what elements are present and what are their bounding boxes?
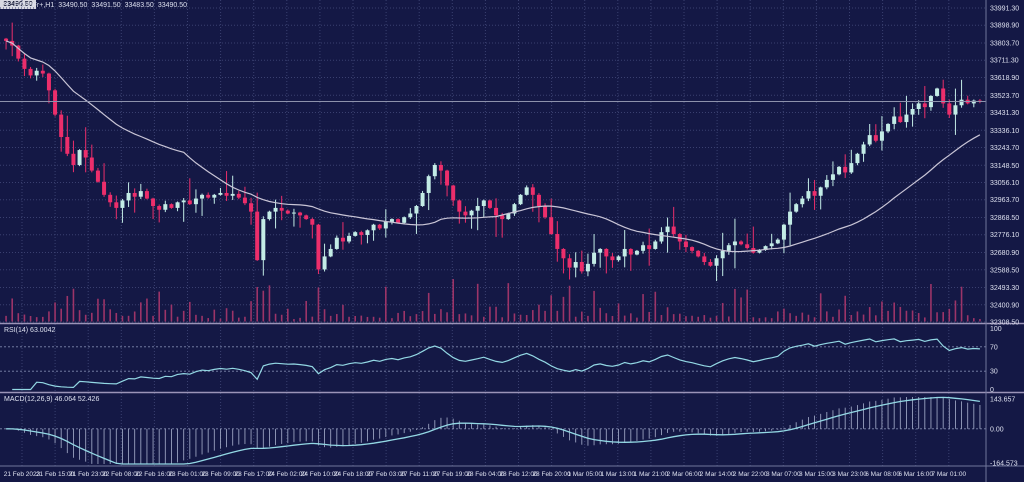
macd-axis-label: 143.657 [990,397,1015,404]
time-axis-label: 24 Feb 10:00 [301,471,340,478]
time-axis-label: 23 Feb 01:00 [168,471,207,478]
price-axis-label: 33336.10 [990,128,1019,135]
ohlc-high: 33491.50 [91,2,121,9]
price-axis-labels: 33991.30 33898.90 33803.70 33711.30 33618.90… [990,6,1019,468]
price-axis-label: 32868.50 [990,215,1019,222]
time-axis-label: 2 Mar 06:00 [667,471,702,478]
moving-average-line [5,40,981,253]
price-axis-label: 33431.30 [990,110,1019,117]
volume-bars [5,279,981,322]
time-axis-label: 28 Feb 20:00 [532,471,571,478]
time-axis-label: 28 Feb 04:00 [466,471,505,478]
chart-dropdown-icon[interactable]: ▼ [4,2,10,8]
time-axis-label: 1 Mar 13:00 [600,471,635,478]
time-axis-label: 21 Feb 23:00 [69,471,108,478]
price-axis-label: 33711.30 [990,58,1019,65]
time-axis-label: 27 Feb 19:00 [433,471,472,478]
rsi-axis-label: 100 [990,326,1002,333]
time-axis-label: 1 Mar 05:00 [567,471,602,478]
price-axis-label: 33618.90 [990,75,1019,82]
time-axis-label: 7 Mar 01:00 [931,471,966,478]
price-axis-label: 33243.70 [990,145,1019,152]
time-axis-label: 27 Feb 11:00 [400,471,438,478]
time-axis-label: 27 Feb 03:00 [367,471,406,478]
price-axis-label: 33148.50 [990,163,1019,170]
price-axis-label: 32588.50 [990,267,1019,274]
macd-panel [0,396,986,465]
chart-title: ▼ GO30Fr+,H1 33490.50 33491.50 33483.50 33490… [4,1,187,10]
time-axis-label: 1 Mar 21:00 [634,471,669,478]
price-axis-label: 33803.70 [990,41,1019,48]
grid-lines [0,0,986,466]
price-axis-label: 33056.10 [990,180,1019,187]
time-axis-label: 22 Feb 16:00 [135,471,174,478]
price-axis-label: 33991.30 [990,6,1019,13]
price-axis-label: 32493.30 [990,285,1019,292]
symbol-period-label: GO30Fr+,H1 [13,2,55,9]
time-axis-label: 23 Feb 09:00 [201,471,240,478]
rsi-panel [0,338,986,391]
time-axis-label: 24 Feb 02:00 [268,471,307,478]
time-axis-label: 21 Feb 2023 [4,471,41,478]
ohlc-open: 33490.50 [58,2,88,9]
current-price-tag: 33490.50 [0,0,36,9]
time-axis-label: 3 Mar 07:00 [766,471,801,478]
time-axis-label: 22 Feb 08:00 [102,471,141,478]
time-axis-label: 3 Mar 15:00 [799,471,834,478]
rsi-axis-label: 0 [990,387,994,394]
price-axis-label: 32680.90 [990,250,1019,257]
time-axis-label: 23 Feb 17:00 [235,471,274,478]
rsi-line [12,338,980,391]
time-axis-label: 2 Mar 22:00 [733,471,768,478]
ohlc-low: 33483.50 [124,2,154,9]
price-axis-label: 32400.90 [990,302,1019,309]
price-axis-label: 32963.70 [990,197,1019,204]
time-axis-label: 3 Mar 23:00 [832,471,867,478]
rsi-axis-label: 70 [990,344,998,351]
macd-indicator-label: MACD(12,26,9) 46.064 52.426 [4,396,100,403]
macd-axis-label: -164.573 [990,461,1018,468]
macd-axis-label: 0.00 [990,426,1004,433]
time-axis-label: 24 Feb 18:00 [334,471,373,478]
candlesticks [4,22,982,282]
time-axis-label: 6 Mar 08:00 [865,471,900,478]
price-axis-label: 32308.50 [990,320,1019,327]
macd-signal-line [6,396,980,465]
price-axis-label: 33523.70 [990,93,1019,100]
time-axis-label: 21 Feb 15:00 [36,471,75,478]
ohlc-close: 33490.50 [157,2,188,9]
time-axis-label: 6 Mar 16:00 [898,471,933,478]
price-axis-label: 33898.90 [990,23,1019,30]
price-axis-label: 32776.10 [990,232,1019,239]
time-axis-label: 28 Feb 12:00 [499,471,538,478]
time-axis-label: 2 Mar 14:00 [700,471,735,478]
rsi-axis-label: 30 [990,369,998,376]
rsi-indicator-label: RSI(14) 63.0042 [4,327,56,334]
